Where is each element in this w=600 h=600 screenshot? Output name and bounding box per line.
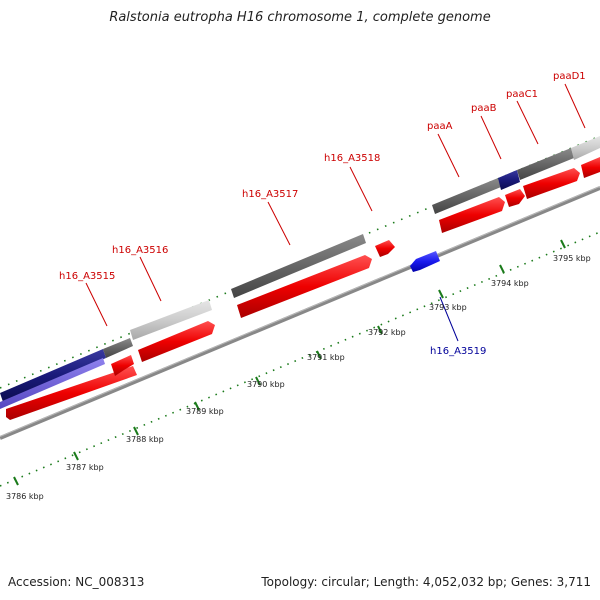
major-tick-3793 [438, 289, 444, 299]
cds-arrow-h16_A3516[interactable] [138, 321, 215, 362]
map-title: Ralstonia eutropha H16 chromosome 1, com… [109, 10, 491, 25]
scale-label-3793: 3793 kbp [429, 303, 467, 312]
feature-bar-navy[interactable] [0, 349, 106, 402]
cds-arrow-paaC1[interactable] [523, 168, 580, 199]
scale-label-3794: 3794 kbp [491, 279, 529, 288]
cds-arrow-left-edge[interactable] [6, 366, 137, 420]
leader-h16_A3519 [439, 296, 459, 342]
leader-h16_A3518 [349, 166, 373, 212]
scale-labels: 3786 kbp 3787 kbp 3788 kbp 3789 kbp 3790… [6, 254, 591, 501]
feature-bar-gray-3517[interactable] [231, 234, 366, 298]
major-tick-3795 [560, 239, 566, 249]
scale-label-3795: 3795 kbp [553, 254, 591, 263]
major-tick-3787 [73, 451, 79, 461]
major-tick-3794 [499, 264, 505, 274]
major-tick-3786 [13, 476, 19, 486]
scale-label-3792: 3792 kbp [368, 328, 406, 337]
cds-arrow-paaD1[interactable] [581, 157, 600, 178]
scale-label-3789: 3789 kbp [186, 407, 224, 416]
genome-summary-text: Topology: circular; Length: 4,052,032 bp… [261, 575, 591, 589]
cds-arrow-h16_A3519[interactable] [410, 251, 440, 272]
gene-label-h16_A3516[interactable]: h16_A3516 [112, 245, 168, 256]
gene-label-paaA[interactable]: paaA [427, 121, 453, 132]
feature-bar-gray-paaC1[interactable] [517, 148, 574, 180]
scale-label-3791: 3791 kbp [307, 353, 345, 362]
cds-arrow-paaA[interactable] [439, 197, 505, 233]
leader-h16_A3516 [139, 256, 162, 302]
major-tick-3790 [255, 376, 261, 386]
cds-arrow-paaB[interactable] [505, 189, 525, 207]
major-tick-3791 [316, 350, 322, 360]
accession-text: Accession: NC_008313 [8, 575, 145, 589]
feature-bar-gray-3515[interactable] [103, 338, 133, 358]
leader-paaC1 [516, 100, 539, 145]
gene-label-h16_A3515[interactable]: h16_A3515 [59, 271, 115, 282]
gene-label-h16_A3517[interactable]: h16_A3517 [242, 189, 298, 200]
genome-backbone [0, 186, 600, 440]
scale-label-3786: 3786 kbp [6, 492, 44, 501]
cds-arrow-h16_A3515[interactable] [111, 355, 134, 376]
feature-bar-lightgray-3516[interactable] [130, 300, 212, 340]
leader-paaA [437, 133, 460, 178]
label-leaders [85, 83, 586, 342]
leader-h16_A3515 [85, 282, 108, 327]
major-tick-3789 [194, 401, 200, 411]
gene-label-paaD1[interactable]: paaD1 [553, 71, 586, 82]
scale-label-3788: 3788 kbp [126, 435, 164, 444]
gene-label-h16_A3519[interactable]: h16_A3519 [430, 346, 486, 357]
leader-h16_A3517 [267, 201, 291, 246]
gene-label-h16_A3518[interactable]: h16_A3518 [324, 153, 380, 164]
leader-paaD1 [564, 83, 586, 129]
major-tick-3788 [133, 426, 139, 436]
feature-bar-navy-paaB[interactable] [498, 170, 520, 190]
gene-label-paaC1[interactable]: paaC1 [506, 89, 538, 100]
feature-bar-slate[interactable] [0, 358, 105, 409]
gene-label-paaB[interactable]: paaB [471, 103, 497, 114]
gene-labels: h16_A3515 h16_A3516 h16_A3517 h16_A3518 … [59, 71, 586, 357]
leader-paaB [480, 115, 502, 160]
cds-arrow-h16_A3517[interactable] [237, 255, 372, 318]
cds-arrow-h16_A3518[interactable] [375, 240, 395, 257]
major-tick-3792 [377, 325, 383, 335]
feature-bar-lightgray-paaD1[interactable] [571, 136, 600, 160]
scale-major-ticks [13, 239, 566, 486]
scale-label-3787: 3787 kbp [66, 463, 104, 472]
feature-bar-gray-paaA[interactable] [432, 178, 501, 214]
genome-backbone-highlight [0, 186, 600, 437]
scale-label-3790: 3790 kbp [247, 380, 285, 389]
